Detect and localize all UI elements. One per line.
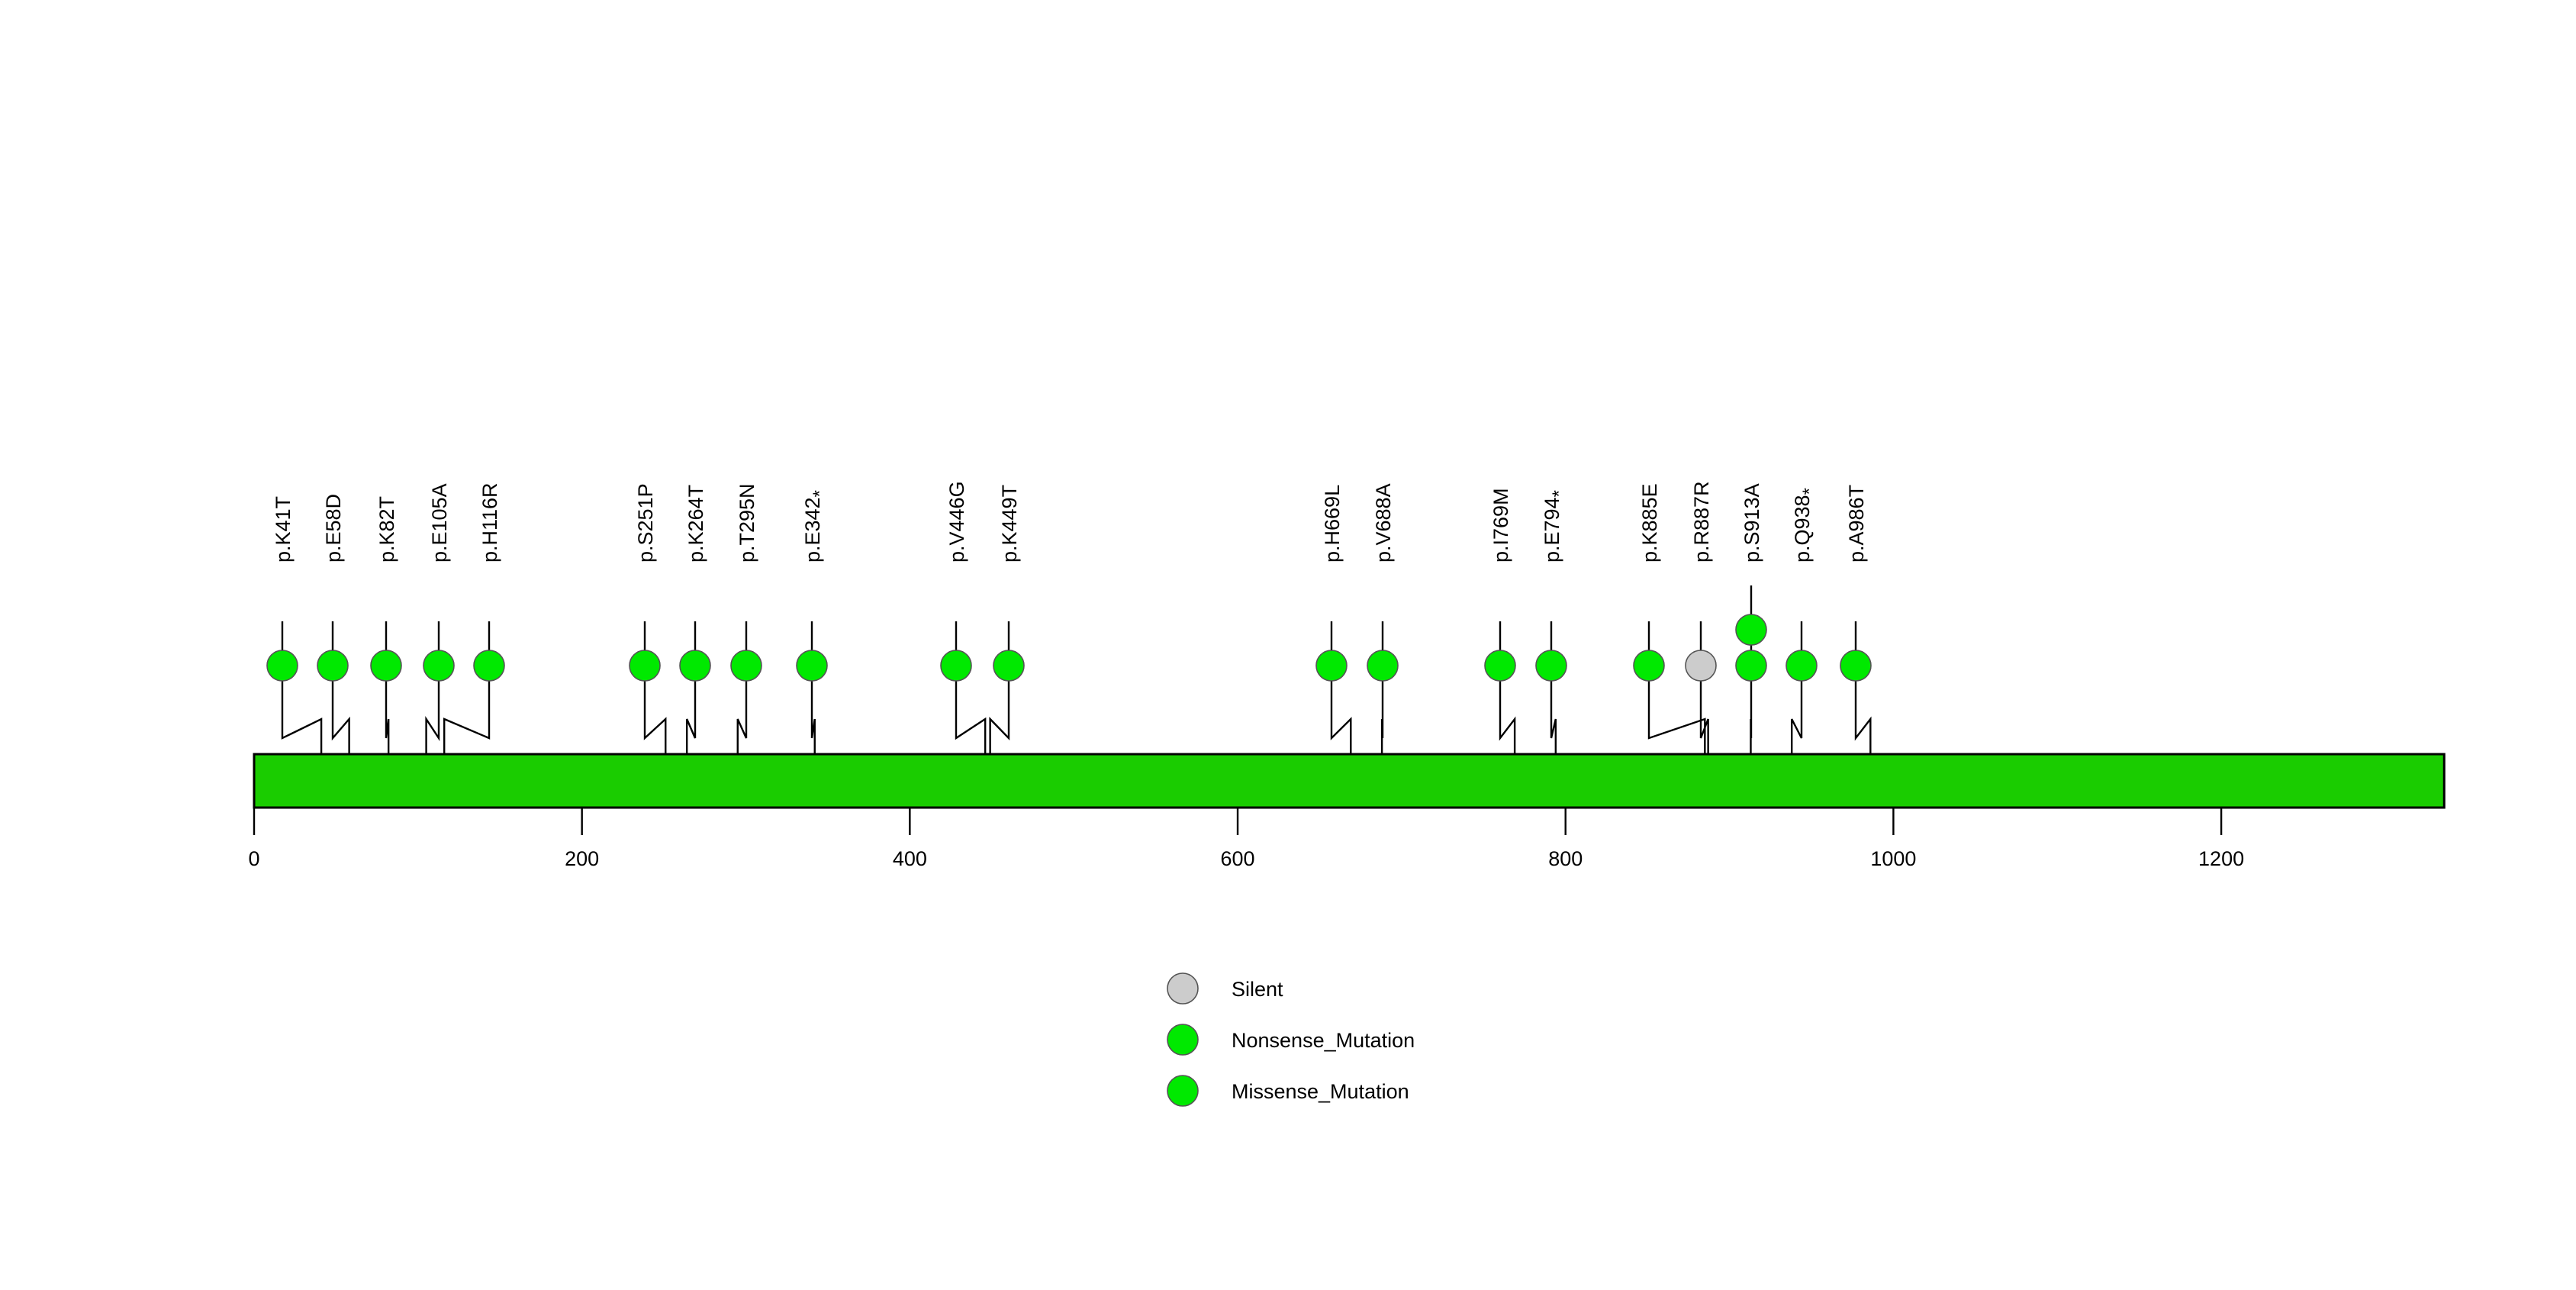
mutation-label: p.K41T [272, 496, 295, 563]
mutation-label: p.E794* [1541, 490, 1570, 563]
mutation-label: p.K264T [684, 485, 707, 563]
x-axis-group: 0 200 400 600 800 1000 1200 [248, 808, 2244, 870]
mutation-marker[interactable] [940, 650, 972, 682]
mutation-label: p.K449T [998, 485, 1021, 563]
protein-domain-bar [253, 753, 2446, 809]
legend-swatch [1167, 972, 1199, 1005]
mutation-label: p.A986T [1845, 485, 1868, 563]
legend-label: Nonsense_Mutation [1232, 1029, 1415, 1052]
mutation-marker[interactable] [679, 650, 711, 682]
mutation-marker[interactable] [1685, 650, 1717, 682]
mutation-marker[interactable] [629, 650, 661, 682]
mutation-marker[interactable] [473, 650, 505, 682]
mutation-label: p.Q938* [1791, 488, 1820, 563]
mutation-marker[interactable] [1535, 650, 1567, 682]
mutation-label: p.K82T [375, 496, 398, 563]
mutation-marker[interactable] [796, 650, 828, 682]
legend-swatch [1167, 1024, 1199, 1056]
mutation-marker[interactable] [1367, 650, 1399, 682]
legend-group: Silent Nonsense_Mutation Missense_Mutation [1167, 972, 1415, 1107]
mutation-label: p.V446G [945, 481, 968, 563]
mutation-label: p.V688A [1372, 483, 1395, 563]
mutation-marker[interactable] [1735, 650, 1767, 682]
mutation-label: p.E58D [322, 494, 345, 563]
mutation-label: p.E105A [428, 483, 451, 563]
mutation-marker[interactable] [423, 650, 455, 682]
legend-swatch [1167, 1075, 1199, 1107]
mutation-label: p.S913A [1740, 483, 1763, 563]
axis-tick-label: 1000 [1870, 847, 1916, 870]
mutation-label: p.E342* [801, 490, 830, 563]
axis-tick-label: 800 [1548, 847, 1583, 870]
mutation-marker[interactable] [266, 650, 298, 682]
mutation-labels-group: p.K41T p.E58D p.K82T p.E105A p.H116R p.S251P p… [272, 481, 1868, 563]
mutation-marker[interactable] [1785, 650, 1818, 682]
lollipop-markers-group [266, 614, 1872, 682]
mutation-label: p.T295N [736, 483, 758, 563]
mutation-label: p.H116R [478, 482, 501, 563]
mutation-label: p.I769M [1489, 488, 1512, 563]
mutation-marker[interactable] [1840, 650, 1872, 682]
mutation-label: p.H669L [1321, 485, 1344, 563]
legend-label: Silent [1232, 978, 1283, 1001]
mutation-marker[interactable] [1633, 650, 1665, 682]
legend-label: Missense_Mutation [1232, 1080, 1409, 1103]
mutation-marker[interactable] [1735, 614, 1767, 646]
protein-domain-bar-group [253, 753, 2446, 809]
axis-tick-label: 600 [1221, 847, 1255, 870]
axis-tick-label: 1200 [2198, 847, 2244, 870]
mutation-marker[interactable] [370, 650, 402, 682]
mutation-marker[interactable] [993, 650, 1025, 682]
axis-tick-label: 200 [565, 847, 599, 870]
mutation-marker[interactable] [1484, 650, 1516, 682]
mutation-marker[interactable] [730, 650, 762, 682]
mutation-label: p.K885E [1638, 483, 1661, 563]
axis-tick-label: 400 [893, 847, 927, 870]
mutation-label: p.R887R [1690, 481, 1713, 563]
mutation-marker[interactable] [317, 650, 349, 682]
mutation-label: p.S251P [634, 483, 657, 563]
mutation-marker[interactable] [1315, 650, 1348, 682]
axis-tick-label: 0 [248, 847, 259, 870]
